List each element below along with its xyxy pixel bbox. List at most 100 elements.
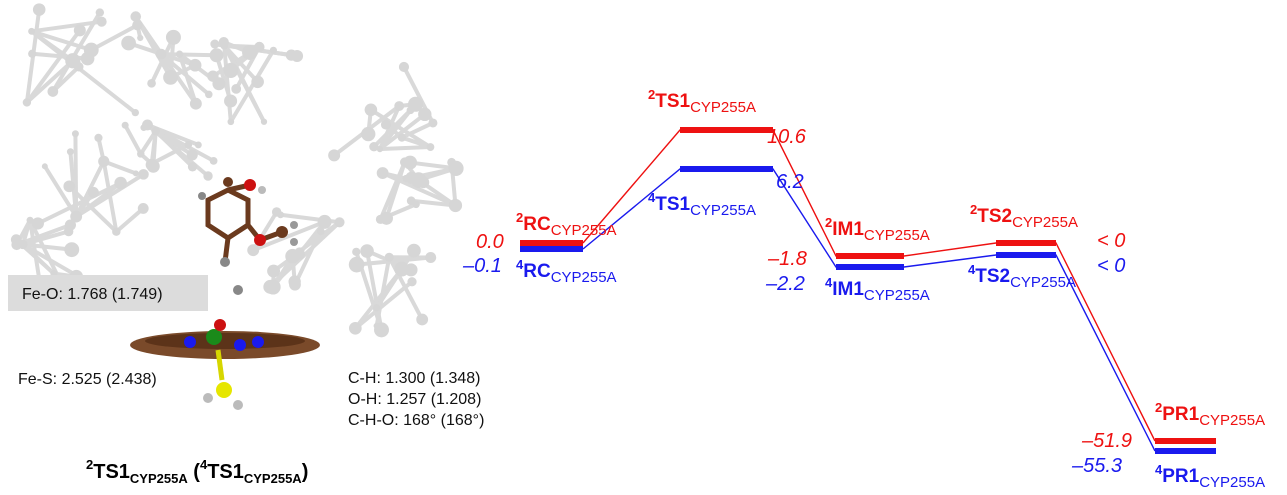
atom bbox=[194, 141, 202, 149]
energy-profile: 0.0 –0.1 10.6 6.2 –1.8 –2.2 < 0 < 0 –51.… bbox=[462, 87, 1265, 491]
atom bbox=[137, 202, 149, 214]
atom bbox=[96, 16, 107, 27]
bond bbox=[377, 112, 427, 152]
doublet-label-im1: 2IM1CYP255A bbox=[825, 215, 930, 244]
bond bbox=[371, 108, 413, 149]
bond bbox=[114, 206, 146, 234]
atom bbox=[407, 243, 421, 258]
atom bbox=[80, 51, 95, 66]
substrate-molecule bbox=[198, 177, 298, 295]
atom bbox=[426, 143, 435, 151]
atom bbox=[70, 210, 83, 223]
atom bbox=[137, 150, 145, 158]
atom bbox=[187, 162, 198, 172]
caption-open: ( bbox=[188, 461, 201, 483]
doublet-value-rc: 0.0 bbox=[476, 231, 504, 253]
atom bbox=[397, 133, 407, 142]
quartet-label-rc: 4RCCYP255A bbox=[516, 257, 617, 286]
caption-sup1: 2 bbox=[86, 457, 93, 472]
atom bbox=[145, 158, 158, 171]
atom bbox=[203, 171, 213, 181]
c-h-distance: C-H: 1.300 (1.348) bbox=[348, 370, 481, 387]
bond bbox=[399, 135, 433, 150]
atom bbox=[95, 8, 105, 17]
atom bbox=[63, 226, 74, 237]
atom bbox=[188, 58, 202, 72]
atom bbox=[398, 61, 410, 73]
atom bbox=[380, 119, 391, 130]
quartet-label-pr1: 4PR1CYP255A bbox=[1155, 462, 1265, 491]
atom bbox=[210, 39, 220, 49]
atom bbox=[209, 156, 218, 165]
quartet-value-im1: –2.2 bbox=[765, 273, 805, 295]
atom bbox=[294, 249, 305, 260]
atom bbox=[132, 19, 143, 31]
atom bbox=[348, 256, 365, 273]
doublet-label-ts1: 2TS1CYP255A bbox=[648, 87, 756, 116]
doublet-value-ts2: < 0 bbox=[1097, 230, 1125, 252]
bond bbox=[221, 40, 267, 124]
atom bbox=[165, 29, 181, 45]
atom bbox=[277, 211, 285, 219]
caption-sub1: CYP255A bbox=[130, 471, 188, 486]
atom bbox=[352, 247, 361, 257]
atom bbox=[114, 176, 127, 190]
bond bbox=[89, 23, 140, 53]
quartet-label-ts1: 4TS1CYP255A bbox=[648, 190, 756, 219]
atom bbox=[209, 48, 224, 63]
atom bbox=[32, 3, 46, 16]
atom bbox=[403, 155, 418, 170]
atom bbox=[285, 49, 298, 61]
atom bbox=[140, 124, 148, 131]
atom bbox=[317, 214, 332, 229]
atom bbox=[425, 251, 437, 264]
bond bbox=[29, 29, 138, 115]
atom bbox=[316, 227, 325, 236]
atom bbox=[448, 198, 463, 213]
bond bbox=[353, 279, 415, 331]
atom bbox=[28, 27, 35, 35]
bond bbox=[123, 123, 143, 156]
atom bbox=[28, 49, 37, 58]
atom bbox=[247, 244, 260, 257]
doublet-value-pr1: –51.9 bbox=[1081, 430, 1132, 452]
bond bbox=[377, 145, 433, 152]
doublet-label-rc: 2RCCYP255A bbox=[516, 210, 617, 239]
atom bbox=[224, 94, 238, 108]
bond bbox=[149, 35, 176, 86]
quartet-value-rc: –0.1 bbox=[462, 255, 502, 277]
atom bbox=[138, 169, 149, 180]
doublet-value-im1: –1.8 bbox=[767, 248, 807, 270]
atom bbox=[137, 34, 144, 42]
atom bbox=[132, 170, 139, 177]
bond bbox=[251, 219, 327, 253]
atom bbox=[267, 264, 281, 278]
molecular-structure: Fe-O: 1.768 (1.749) Fe-S: 2.525 (2.438) … bbox=[8, 3, 484, 486]
atom bbox=[369, 141, 379, 152]
bond bbox=[35, 181, 123, 226]
atom bbox=[376, 167, 389, 179]
bond bbox=[74, 172, 146, 219]
atom bbox=[73, 24, 86, 37]
atom bbox=[379, 211, 393, 225]
atom bbox=[31, 217, 44, 230]
atom bbox=[404, 263, 418, 277]
atom bbox=[131, 108, 140, 117]
bond bbox=[368, 107, 433, 150]
atom bbox=[205, 90, 213, 99]
atom bbox=[184, 140, 193, 149]
bond bbox=[228, 48, 276, 124]
atom bbox=[64, 242, 80, 258]
atom bbox=[374, 322, 389, 338]
atom bbox=[360, 244, 374, 258]
atom bbox=[269, 46, 277, 54]
quartet-value-ts2: < 0 bbox=[1097, 255, 1125, 277]
bond bbox=[101, 159, 138, 176]
atom bbox=[372, 304, 381, 312]
atom bbox=[94, 133, 103, 142]
atom bbox=[65, 53, 81, 69]
atom bbox=[155, 48, 167, 60]
bond bbox=[153, 129, 195, 157]
atom bbox=[71, 130, 79, 138]
atom bbox=[98, 155, 110, 167]
